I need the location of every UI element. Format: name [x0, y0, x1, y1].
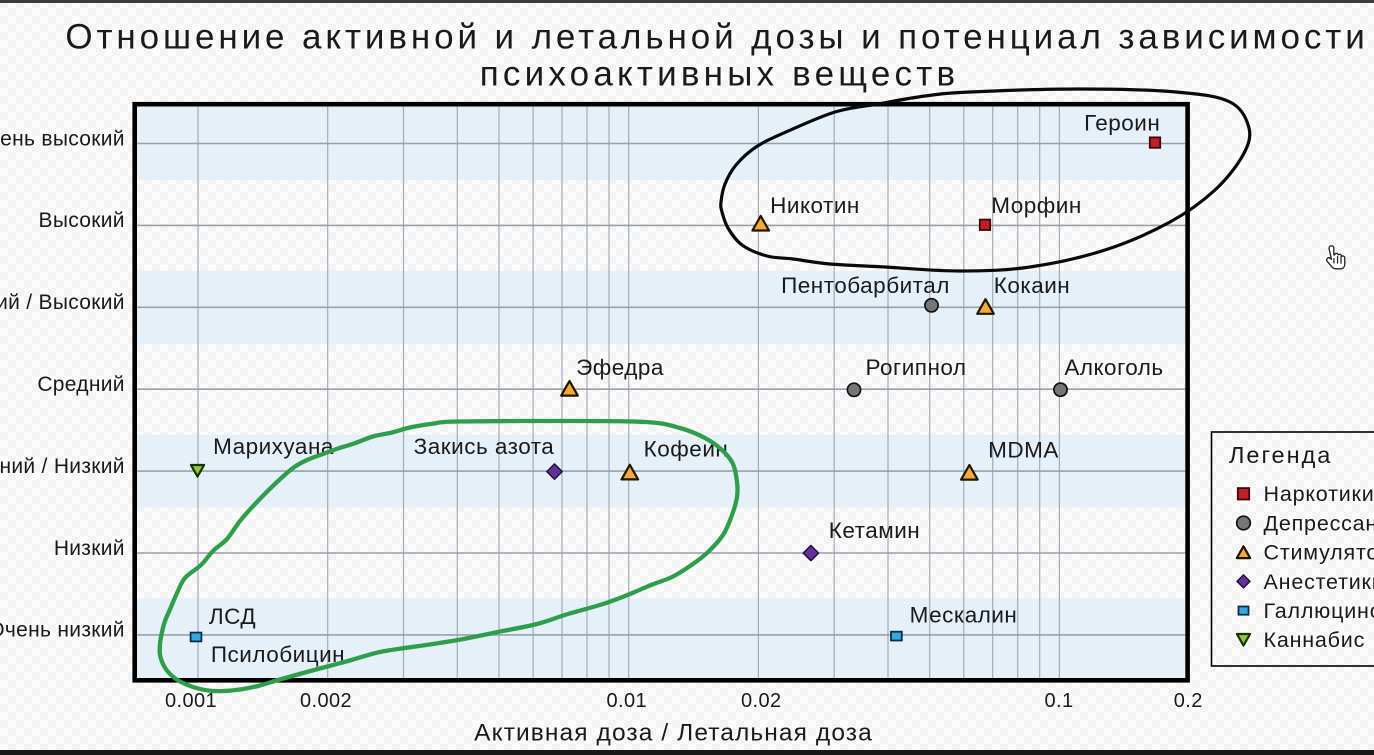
- svg-text:0.001: 0.001: [165, 690, 217, 712]
- svg-text:Депрессанты: Депрессанты: [1264, 511, 1374, 535]
- svg-text:MDMA: MDMA: [988, 438, 1059, 463]
- svg-text:Никотин: Никотин: [770, 193, 860, 218]
- svg-text:Легенда: Легенда: [1229, 442, 1332, 468]
- svg-text:Мескалин: Мескалин: [910, 603, 1018, 628]
- svg-text:Героин: Героин: [1084, 111, 1160, 136]
- svg-text:Рогипнол: Рогипнол: [865, 355, 966, 380]
- svg-text:Эфедра: Эфедра: [576, 355, 664, 380]
- svg-text:0.02: 0.02: [741, 690, 782, 712]
- svg-text:Алкоголь: Алкоголь: [1064, 355, 1163, 380]
- svg-text:Наркотики: Наркотики: [1264, 482, 1374, 506]
- svg-text:Марихуана: Марихуана: [213, 434, 334, 459]
- svg-text:Галлюциногены: Галлюциногены: [1264, 599, 1374, 623]
- svg-text:Пентобарбитал: Пентобарбитал: [781, 273, 950, 298]
- svg-text:Стимуляторы: Стимуляторы: [1264, 541, 1374, 565]
- svg-text:Морфин: Морфин: [991, 193, 1082, 218]
- svg-text:психоактивных веществ: психоактивных веществ: [480, 55, 960, 94]
- svg-text:0.01: 0.01: [607, 690, 648, 712]
- svg-text:Анестетики: Анестетики: [1264, 570, 1374, 594]
- svg-text:Средний / Низкий: Средний / Низкий: [0, 455, 125, 478]
- svg-text:Низкий: Низкий: [54, 537, 125, 560]
- svg-text:0.1: 0.1: [1044, 690, 1073, 712]
- svg-text:Кокаин: Кокаин: [994, 273, 1070, 298]
- svg-text:Активная доза / Летальная доза: Активная доза / Летальная доза: [474, 720, 873, 747]
- svg-text:Закись азота: Закись азота: [414, 434, 555, 459]
- svg-text:Средний: Средний: [37, 373, 124, 396]
- svg-text:Кофеин: Кофеин: [644, 437, 729, 462]
- svg-text:Очень низкий: Очень низкий: [0, 619, 125, 642]
- svg-text:ЛСД: ЛСД: [209, 604, 256, 629]
- svg-text:Кетамин: Кетамин: [829, 518, 920, 543]
- svg-text:Высокий: Высокий: [39, 209, 125, 232]
- svg-text:0.2: 0.2: [1174, 690, 1203, 712]
- svg-text:Каннабис: Каннабис: [1264, 628, 1366, 652]
- svg-text:Псилобицин: Псилобицин: [211, 642, 345, 667]
- svg-text:Средний / Высокий: Средний / Высокий: [0, 291, 125, 314]
- svg-text:0.002: 0.002: [300, 690, 352, 712]
- svg-text:Очень высокий: Очень высокий: [0, 127, 125, 150]
- svg-text:Отношение активной и летальной: Отношение активной и летальной дозы и по…: [65, 18, 1368, 57]
